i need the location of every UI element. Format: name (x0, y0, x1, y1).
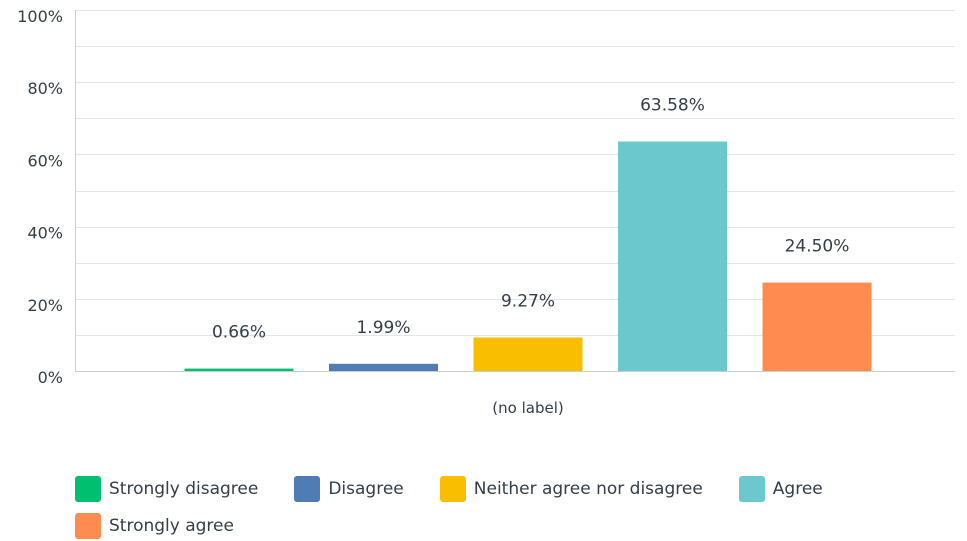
legend-label: Neither agree nor disagree (473, 479, 703, 499)
x-tick-label: (no label) (492, 399, 563, 417)
bar-chart: 0% 20% 40% 60% 80% 100% 0.66% 1.99% 9.27% 63.58%… (17, 7, 955, 417)
legend-item: Strongly disagree (75, 476, 258, 502)
legend-item: Strongly agree (75, 513, 234, 539)
legend-swatch (738, 476, 765, 502)
legend-label: Agree (772, 479, 823, 499)
bar (618, 141, 727, 371)
legend-label: Disagree (328, 479, 404, 499)
legend-swatch (294, 476, 321, 502)
legend-swatch (439, 476, 466, 502)
y-tick-label: 40% (27, 224, 63, 243)
gridlines (75, 10, 955, 336)
legend-swatch (75, 513, 101, 539)
legend-item: Agree (738, 476, 823, 502)
legend-label: Strongly agree (109, 516, 234, 536)
y-tick-label: 20% (27, 296, 63, 315)
value-label: 24.50% (785, 237, 850, 257)
y-axis-tick-labels: 0% 20% 40% 60% 80% 100% (17, 7, 63, 387)
bars (184, 141, 872, 371)
y-tick-label: 0% (38, 368, 63, 387)
legend-swatch (75, 476, 101, 502)
value-label: 1.99% (356, 318, 410, 338)
value-label: 63.58% (640, 96, 705, 116)
legend: Strongly disagree Disagree Neither agree n… (75, 476, 955, 539)
x-axis-tick-labels: (no label) (492, 399, 563, 417)
axes (75, 10, 955, 372)
y-tick-label: 100% (17, 7, 63, 26)
bar (762, 282, 872, 371)
value-labels: 0.66% 1.99% 9.27% 63.58% 24.50% (212, 96, 849, 343)
value-label: 9.27% (501, 292, 555, 312)
y-tick-label: 80% (27, 79, 63, 98)
legend-item: Neither agree nor disagree (439, 476, 703, 502)
legend-label: Strongly disagree (109, 479, 259, 499)
bar (473, 337, 583, 371)
y-tick-label: 60% (27, 151, 63, 170)
legend-item: Disagree (294, 476, 404, 502)
value-label: 0.66% (212, 323, 266, 343)
bar (184, 368, 294, 371)
bar (329, 363, 438, 371)
